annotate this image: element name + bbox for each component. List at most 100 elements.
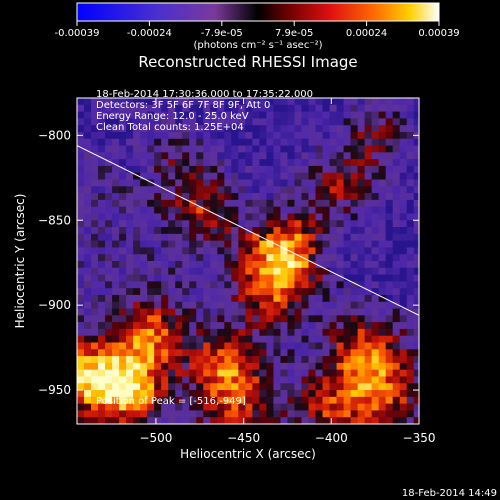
heatmap-cell bbox=[238, 349, 246, 357]
heatmap-cell bbox=[266, 111, 274, 119]
heatmap-cell bbox=[294, 294, 302, 303]
heatmap-cell bbox=[140, 288, 148, 296]
heatmap-cell bbox=[273, 410, 281, 418]
heatmap-cell bbox=[231, 335, 239, 343]
heatmap-cell bbox=[294, 199, 302, 208]
heatmap-cell bbox=[287, 227, 295, 235]
heatmap-cell bbox=[357, 281, 366, 289]
heatmap-cell bbox=[357, 131, 366, 140]
heatmap-cell bbox=[189, 227, 197, 235]
heatmap-cell bbox=[301, 342, 309, 350]
heatmap-cell bbox=[154, 356, 162, 364]
heatmap-cell bbox=[168, 328, 176, 337]
heatmap-cell bbox=[217, 288, 225, 296]
heatmap-cell bbox=[112, 396, 120, 405]
heatmap-cell bbox=[189, 138, 197, 146]
heatmap-cell bbox=[406, 315, 415, 323]
heatmap-cell bbox=[259, 159, 267, 167]
heatmap-cell bbox=[378, 274, 387, 282]
heatmap-cell bbox=[343, 125, 351, 133]
heatmap-cell bbox=[266, 186, 274, 194]
heatmap-cell bbox=[196, 410, 204, 418]
heatmap-cell bbox=[112, 315, 120, 323]
heatmap-cell bbox=[280, 376, 288, 384]
heatmap-cell bbox=[161, 165, 169, 174]
heatmap-cell bbox=[196, 159, 204, 167]
chart-title: Reconstructed RHESSI Image bbox=[138, 53, 357, 71]
heatmap-cell bbox=[196, 111, 204, 119]
heatmap-cell bbox=[231, 369, 239, 377]
heatmap-cell bbox=[266, 104, 274, 112]
heatmap-cell bbox=[175, 301, 183, 309]
heatmap-cell bbox=[266, 159, 274, 167]
heatmap-cell bbox=[357, 267, 366, 275]
heatmap-cell bbox=[203, 247, 211, 255]
heatmap-cell bbox=[210, 186, 218, 194]
heatmap-cell bbox=[406, 356, 415, 364]
heatmap-cell bbox=[105, 301, 113, 309]
heatmap-cell bbox=[399, 335, 408, 343]
heatmap-cell bbox=[126, 410, 134, 418]
heatmap-cell bbox=[378, 410, 387, 418]
heatmap-cell bbox=[91, 383, 99, 391]
heatmap-cell bbox=[77, 417, 85, 424]
heatmap-cell bbox=[140, 322, 148, 330]
heatmap-cell bbox=[336, 172, 344, 180]
heatmap-cell bbox=[154, 254, 162, 262]
heatmap-cell bbox=[406, 362, 415, 371]
heatmap-cell bbox=[217, 328, 225, 337]
heatmap-cell bbox=[196, 104, 204, 112]
heatmap-cell bbox=[91, 376, 99, 384]
heatmap-cell bbox=[301, 335, 309, 343]
heatmap-cell bbox=[98, 383, 106, 391]
heatmap-cell bbox=[364, 356, 373, 364]
heatmap-cell bbox=[210, 369, 218, 377]
heatmap-cell bbox=[147, 179, 155, 187]
heatmap-cell bbox=[357, 356, 366, 364]
heatmap-cell bbox=[154, 125, 162, 133]
heatmap-cell bbox=[413, 165, 419, 174]
heatmap-cell bbox=[280, 288, 288, 296]
heatmap-cell bbox=[385, 254, 394, 262]
heatmap-cell bbox=[273, 369, 281, 377]
heatmap-cell bbox=[406, 349, 415, 357]
heatmap-cell bbox=[196, 301, 204, 309]
heatmap-cell bbox=[224, 328, 232, 337]
heatmap-cell bbox=[399, 213, 408, 221]
heatmap-cell bbox=[413, 186, 419, 194]
heatmap-cell bbox=[147, 165, 155, 174]
heatmap-cell bbox=[392, 376, 401, 384]
heatmap-cell bbox=[126, 376, 134, 384]
heatmap-cell bbox=[392, 152, 401, 160]
heatmap-cell bbox=[294, 328, 302, 337]
heatmap-cell bbox=[175, 410, 183, 418]
heatmap-cell bbox=[119, 369, 127, 377]
heatmap-cell bbox=[140, 267, 148, 275]
heatmap-cell bbox=[336, 362, 344, 371]
heatmap-cell bbox=[105, 274, 113, 282]
heatmap-cell bbox=[168, 104, 176, 112]
heatmap-cell bbox=[154, 362, 162, 371]
heatmap-cell bbox=[308, 98, 316, 106]
heatmap-cell bbox=[343, 179, 351, 187]
heatmap-cell bbox=[406, 342, 415, 350]
heatmap-cell bbox=[308, 193, 316, 201]
heatmap-cell bbox=[126, 159, 134, 167]
heatmap-cell bbox=[287, 125, 295, 133]
heatmap-cell bbox=[301, 213, 309, 221]
heatmap-cell bbox=[77, 342, 85, 350]
heatmap-cell bbox=[105, 335, 113, 343]
heatmap-cell bbox=[392, 349, 401, 357]
heatmap-cell bbox=[238, 111, 246, 119]
heatmap-cell bbox=[168, 396, 176, 405]
heatmap-cell bbox=[154, 342, 162, 350]
heatmap-cell bbox=[350, 193, 359, 201]
heatmap-cell bbox=[119, 417, 127, 424]
heatmap-cell bbox=[161, 349, 169, 357]
heatmap-cell bbox=[329, 98, 337, 106]
heatmap-cell bbox=[84, 227, 92, 235]
heatmap-cell bbox=[224, 267, 232, 275]
heatmap-cell bbox=[343, 159, 351, 167]
heatmap-cell bbox=[350, 301, 359, 309]
heatmap-cell bbox=[308, 152, 316, 160]
